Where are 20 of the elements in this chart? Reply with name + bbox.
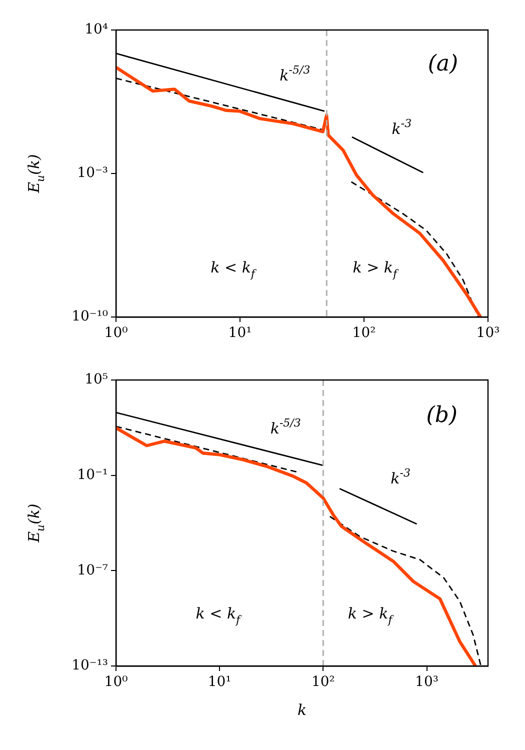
- x-tick-label: 10¹: [228, 325, 252, 342]
- y-tick-label: 10⁵: [84, 372, 108, 388]
- y-tick-label: 10⁻⁷: [77, 562, 108, 578]
- annotation: (b): [426, 403, 458, 428]
- x-tick-label: 10³: [476, 325, 500, 342]
- x-tick-label: 10²: [352, 325, 376, 342]
- y-axis-title: Eu(k): [24, 503, 47, 544]
- x-tick-label: 10³: [415, 674, 438, 690]
- y-tick-label: 10⁻¹⁰: [72, 308, 108, 325]
- x-tick-label: 10⁰: [104, 325, 128, 342]
- y-tick-label: 10⁻¹: [77, 466, 108, 483]
- y-tick-label: 10⁻³: [77, 165, 108, 182]
- annotation: (a): [428, 52, 458, 77]
- x-tick-label: 10²: [311, 674, 335, 690]
- x-axis-title: k: [297, 700, 307, 719]
- y-axis-title: Eu(k): [24, 154, 47, 194]
- y-tick-label: 10⁴: [84, 22, 108, 38]
- y-tick-label: 10⁻¹³: [72, 658, 108, 674]
- x-tick-label: 10⁰: [104, 674, 128, 690]
- x-tick-label: 10¹: [208, 674, 232, 690]
